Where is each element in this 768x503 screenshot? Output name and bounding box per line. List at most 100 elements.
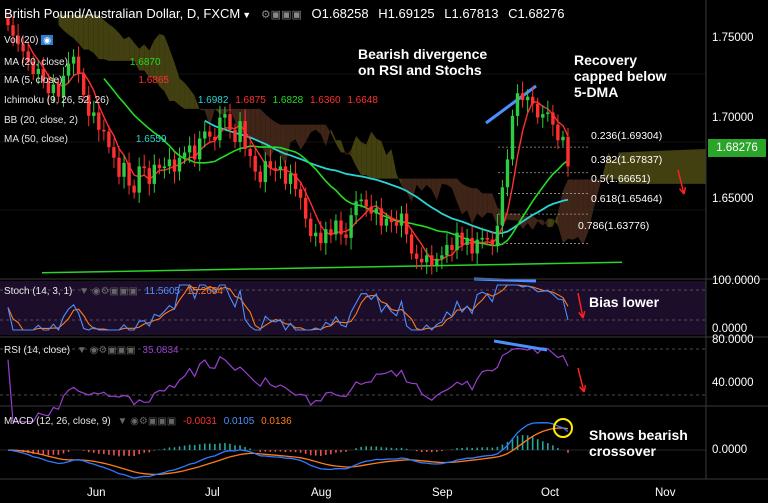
candle-body	[414, 253, 419, 259]
rsi-y-tick-40: 40.0000	[712, 377, 754, 389]
stoch-label[interactable]: Stoch (14, 3, 1) ▼ ◉⚙▣▣▣ 11.5605 15.2654	[4, 286, 223, 297]
settings-icon[interactable]: ▼ ◉⚙▣▣▣	[76, 345, 136, 356]
cloud-segment	[335, 140, 341, 153]
cloud-segment	[532, 216, 538, 231]
candle-body	[314, 232, 318, 237]
symbol-title[interactable]: British Pound/Australian Dollar, D, FXCM	[4, 6, 241, 21]
ma50-label[interactable]: MA (50, close) 1.6559	[4, 134, 167, 145]
candle-body	[536, 103, 540, 118]
divergence-note: Bearish divergence on RSI and Stochs	[358, 46, 488, 78]
macd-label[interactable]: MACD (12, 26, close, 9) ▼ ◉⚙▣▣▣ -0.0031 …	[4, 416, 292, 427]
cloud-segment	[512, 213, 518, 221]
cloud-segment	[154, 33, 160, 87]
candle-body	[132, 185, 136, 193]
settings-icon[interactable]: ▼ ◉⚙▣▣▣	[79, 286, 138, 297]
cloud-segment	[229, 108, 236, 122]
x-tick-aug: Aug	[311, 487, 332, 499]
rsi-y-tick-80: 80.0000	[712, 334, 754, 346]
cloud-segment	[477, 188, 483, 218]
candle-body	[127, 162, 131, 186]
candles	[6, 12, 570, 275]
candle-body	[228, 114, 232, 130]
candle-body	[369, 206, 373, 214]
cloud-segment	[411, 178, 417, 203]
candle-body	[359, 199, 363, 202]
rsi-label[interactable]: RSI (14, close) ▼ ◉⚙▣▣▣ 35.0834	[4, 345, 179, 356]
fib-label-0382: 0.382(1.67837)	[591, 154, 663, 166]
cloud-segment	[174, 62, 180, 106]
candle-body	[460, 232, 464, 245]
cloud-segment	[250, 108, 256, 139]
settings-icon[interactable]: ⚙▣▣▣	[260, 9, 302, 21]
cloud-segment	[129, 36, 135, 61]
candle-body	[187, 145, 192, 153]
cloud-segment	[118, 33, 125, 61]
candle-body	[354, 201, 358, 216]
down-arrow-price-head	[678, 186, 687, 195]
cloud-segment	[68, 14, 74, 39]
vol-label[interactable]: Vol (20) ◉	[4, 35, 54, 46]
candle-body	[520, 93, 525, 101]
cloud-segment	[58, 14, 64, 31]
candle-body	[268, 161, 272, 169]
candle-body	[435, 258, 439, 266]
cloud-segment	[608, 152, 614, 180]
cloud-segment	[598, 172, 604, 192]
cloud-segment	[270, 118, 276, 157]
cloud-segment	[441, 178, 447, 185]
ohlc-l-label: L	[444, 6, 452, 21]
settings-icon[interactable]: ▼ ◉⚙▣▣▣	[117, 416, 177, 427]
candle-body	[162, 166, 167, 169]
cloud-segment	[330, 128, 336, 144]
stoch-label-text: Stoch (14, 3, 1)	[4, 286, 73, 297]
cloud-segment	[88, 14, 94, 54]
candle-body	[198, 138, 202, 160]
ma20-label[interactable]: MA (20, close) 1.6870	[4, 57, 161, 68]
cloud-segment	[214, 108, 220, 115]
ohlc-low: 1.67813	[451, 6, 499, 21]
candle-body	[510, 115, 515, 160]
candle-body	[455, 232, 459, 251]
candle-body	[278, 166, 283, 170]
candle-body	[193, 145, 197, 160]
candle-body	[344, 234, 348, 238]
candle-body	[561, 136, 565, 141]
candle-body	[102, 129, 106, 132]
candle-body	[515, 93, 520, 116]
candle-body	[11, 25, 15, 36]
macd-signal-value: 0.0136	[261, 416, 292, 427]
chevron-down-icon[interactable]: ▼	[242, 10, 252, 20]
down-arrow-price	[677, 169, 685, 195]
bb-label[interactable]: BB (20, close, 2)	[4, 115, 78, 126]
cloud-segment	[356, 135, 362, 176]
candle-body	[61, 75, 66, 97]
eye-icon[interactable]: ◉	[41, 35, 54, 45]
ma5-label[interactable]: MA (5, close) 1.6865	[4, 75, 169, 86]
candle-body	[248, 149, 252, 156]
cloud-segment	[527, 216, 533, 231]
cloud-segment	[451, 178, 458, 203]
candle-body	[107, 131, 111, 148]
stoch-y-tick-100: 100.0000	[712, 275, 760, 287]
candle-body	[475, 239, 479, 254]
candle-body	[440, 255, 444, 259]
fib-label-0786: 0.786(1.63776)	[578, 220, 650, 232]
chart-header: British Pound/Australian Dollar, D, FXCM…	[4, 6, 565, 21]
cloud-segment	[315, 124, 321, 135]
candle-body	[71, 56, 76, 64]
candle-body	[349, 215, 353, 238]
candle-body	[288, 173, 293, 184]
macd-note: Shows bearish crossover	[589, 427, 688, 459]
cloud-segment	[325, 124, 331, 147]
ma5-value: 1.6865	[138, 75, 169, 86]
candle-body	[46, 81, 51, 94]
candle-body	[31, 61, 35, 74]
candle-body	[182, 152, 187, 158]
ichimoku-label[interactable]: Ichimoku (9, 26, 52, 26) 1.6982 1.6875 1…	[4, 95, 378, 106]
cloud-segment	[391, 148, 397, 179]
candle-body	[470, 237, 474, 254]
cloud-segment	[492, 193, 498, 226]
cloud-segment	[552, 212, 558, 227]
